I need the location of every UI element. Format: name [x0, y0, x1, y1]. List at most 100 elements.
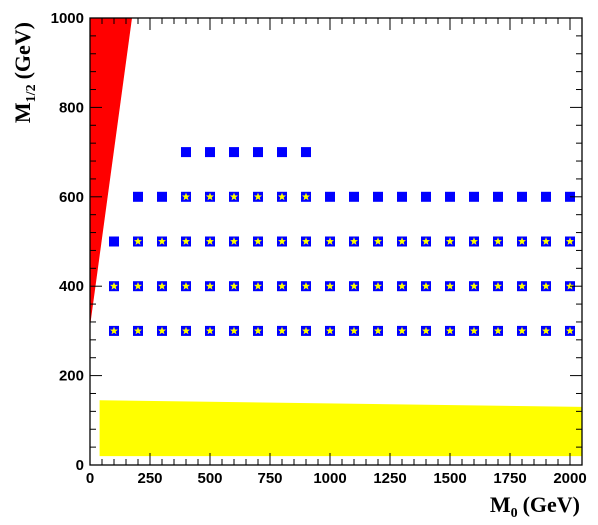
star-marker — [254, 192, 262, 201]
y-tick-label: 1000 — [51, 10, 84, 27]
star-marker — [374, 237, 382, 245]
square-marker — [421, 191, 431, 202]
star-marker — [542, 326, 550, 335]
square-marker — [109, 236, 119, 247]
x-axis-title-subscript: 0 — [511, 506, 518, 521]
star-marker — [230, 282, 238, 290]
star-marker — [206, 282, 214, 290]
y-axis-title-subscript: 1/2 — [24, 84, 39, 102]
star-marker — [230, 326, 238, 335]
star-marker — [350, 282, 358, 290]
square-marker — [325, 191, 335, 202]
regions-layer — [90, 18, 582, 457]
star-marker — [422, 326, 430, 335]
y-axis-title-base: M — [10, 102, 35, 123]
x-tick-label: 2000 — [553, 470, 586, 487]
square-marker — [253, 147, 263, 158]
star-marker — [326, 237, 334, 245]
square-marker — [373, 191, 383, 202]
star-marker — [374, 282, 382, 290]
square-marker — [541, 191, 551, 202]
star-marker — [542, 282, 550, 290]
star-marker — [566, 326, 574, 335]
star-marker — [518, 237, 526, 245]
star-marker — [350, 326, 358, 335]
star-marker — [278, 192, 286, 201]
star-marker — [206, 326, 214, 335]
square-marker — [349, 191, 359, 202]
star-marker — [302, 192, 310, 201]
x-tick-label: 1500 — [433, 470, 466, 487]
square-marker — [397, 191, 407, 202]
star-marker — [182, 282, 190, 290]
star-marker — [134, 282, 142, 290]
star-marker — [134, 237, 142, 245]
star-marker — [518, 326, 526, 335]
star-marker — [134, 326, 142, 335]
star-marker — [206, 192, 214, 201]
labels-layer: 0 250 500 750 1000 1250 1500 1750 2000 0 200 400 600… — [51, 10, 587, 487]
star-marker — [470, 326, 478, 335]
square-marker — [445, 191, 455, 202]
y-axis-title-unit: (GeV) — [10, 22, 35, 79]
star-marker — [542, 237, 550, 245]
star-marker — [110, 326, 118, 335]
star-marker — [158, 237, 166, 245]
star-marker — [350, 237, 358, 245]
x-tick-label: 0 — [86, 470, 94, 487]
star-marker — [182, 237, 190, 245]
star-marker — [302, 326, 310, 335]
star-marker — [182, 326, 190, 335]
star-marker — [446, 237, 454, 245]
x-tick-label: 1750 — [493, 470, 526, 487]
star-marker — [302, 282, 310, 290]
square-marker — [181, 147, 191, 158]
star-marker — [470, 237, 478, 245]
y-tick-label: 200 — [59, 368, 84, 385]
plot-frame — [89, 17, 583, 466]
square-marker — [277, 147, 287, 158]
x-tick-label: 1250 — [373, 470, 406, 487]
star-marker — [230, 192, 238, 201]
x-tick-label: 250 — [137, 470, 162, 487]
star-marker — [302, 237, 310, 245]
star-marker — [254, 326, 262, 335]
star-marker — [374, 326, 382, 335]
star-marker — [446, 282, 454, 290]
star-marker — [182, 192, 190, 201]
y-tick-label: 400 — [59, 278, 84, 295]
square-marker — [469, 191, 479, 202]
x-axis-title-unit: (GeV) — [523, 492, 580, 517]
star-marker — [158, 326, 166, 335]
star-marker — [230, 237, 238, 245]
marks-layer — [109, 147, 575, 336]
square-marker — [229, 147, 239, 158]
x-axis-title: M0 (GeV) — [490, 492, 580, 521]
star-marker — [254, 282, 262, 290]
star-marker — [446, 326, 454, 335]
star-marker — [110, 282, 118, 290]
x-axis-title-base: M — [490, 492, 511, 517]
star-marker — [254, 237, 262, 245]
ticks-layer — [89, 17, 583, 466]
star-marker — [566, 237, 574, 245]
star-marker — [398, 237, 406, 245]
star-marker — [278, 282, 286, 290]
y-tick-label: 800 — [59, 99, 84, 116]
star-marker — [326, 282, 334, 290]
star-marker — [422, 282, 430, 290]
y-tick-label: 600 — [59, 189, 84, 206]
star-marker — [158, 282, 166, 290]
square-marker — [157, 191, 167, 202]
square-marker — [301, 147, 311, 158]
star-marker — [398, 326, 406, 335]
square-marker — [205, 147, 215, 158]
lep-region — [99, 400, 582, 457]
square-marker — [517, 191, 527, 202]
x-tick-label: 1000 — [313, 470, 346, 487]
excluded-region — [90, 18, 132, 327]
star-marker — [206, 237, 214, 245]
x-tick-label: 500 — [197, 470, 222, 487]
y-axis-title: M1/2 (GeV) — [10, 22, 39, 123]
